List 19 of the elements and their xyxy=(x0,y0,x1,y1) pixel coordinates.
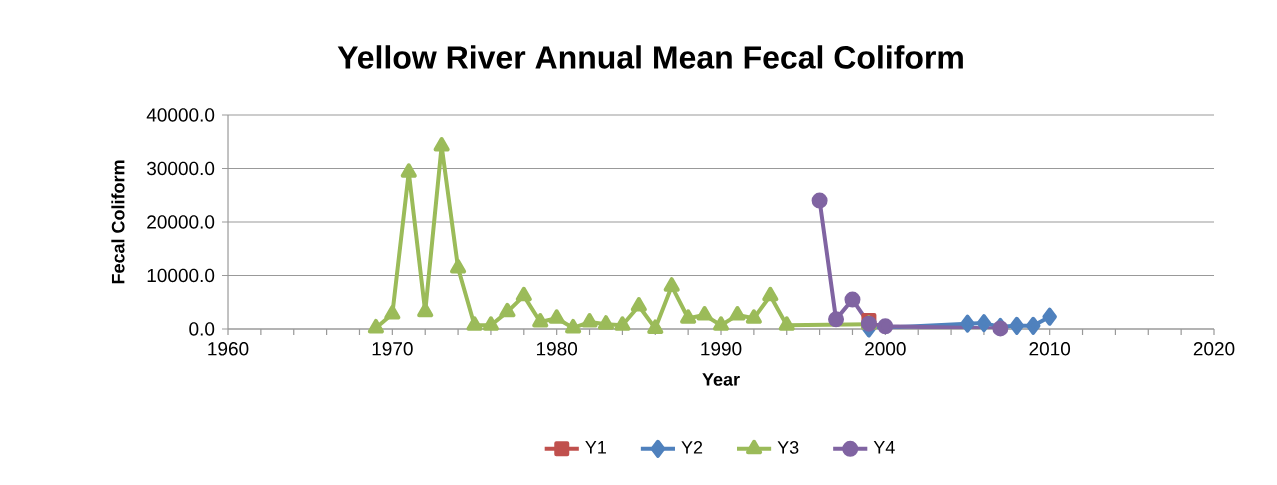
y-tick-label: 30000.0 xyxy=(146,161,215,176)
y-axis-title: Fecal Coliform xyxy=(111,160,125,284)
y-tick-label: 40000.0 xyxy=(146,108,215,122)
x-axis-title: Year xyxy=(702,373,740,386)
x-tick-label: 2010 xyxy=(1029,342,1071,356)
x-tick-label: 1960 xyxy=(208,342,249,356)
y-tick-label: 20000.0 xyxy=(147,215,215,229)
chart-title: Yellow River Annual Mean Fecal Coliform xyxy=(337,45,963,69)
x-tick-label: 1970 xyxy=(372,342,413,356)
legend-label: Y3 xyxy=(777,441,799,454)
x-tick-label: 2020 xyxy=(1193,342,1235,356)
legend-label: Y4 xyxy=(873,441,895,454)
legend-label: Y2 xyxy=(681,441,703,454)
y-tick-label: 0.0 xyxy=(189,322,215,336)
y-tick-label: 10000.0 xyxy=(147,268,215,283)
x-tick-label: 2000 xyxy=(865,342,906,356)
x-tick-label: 1980 xyxy=(536,342,578,356)
legend-label: Y1 xyxy=(585,441,606,454)
x-tick-label: 1990 xyxy=(701,342,742,356)
